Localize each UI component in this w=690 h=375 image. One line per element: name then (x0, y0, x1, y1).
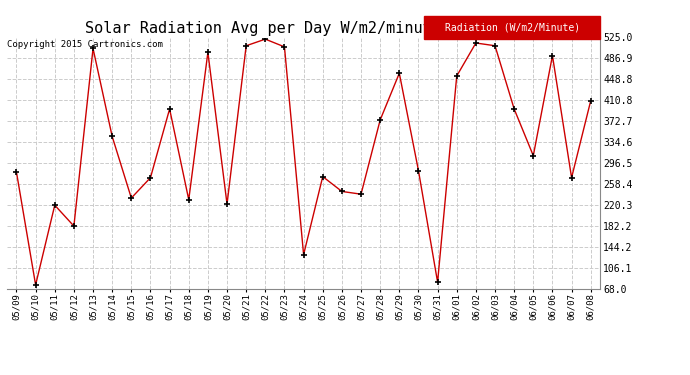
Text: Copyright 2015 Cartronics.com: Copyright 2015 Cartronics.com (7, 40, 163, 49)
Title: Solar Radiation Avg per Day W/m2/minute 20150608: Solar Radiation Avg per Day W/m2/minute … (85, 21, 522, 36)
Text: Radiation (W/m2/Minute): Radiation (W/m2/Minute) (445, 23, 580, 33)
